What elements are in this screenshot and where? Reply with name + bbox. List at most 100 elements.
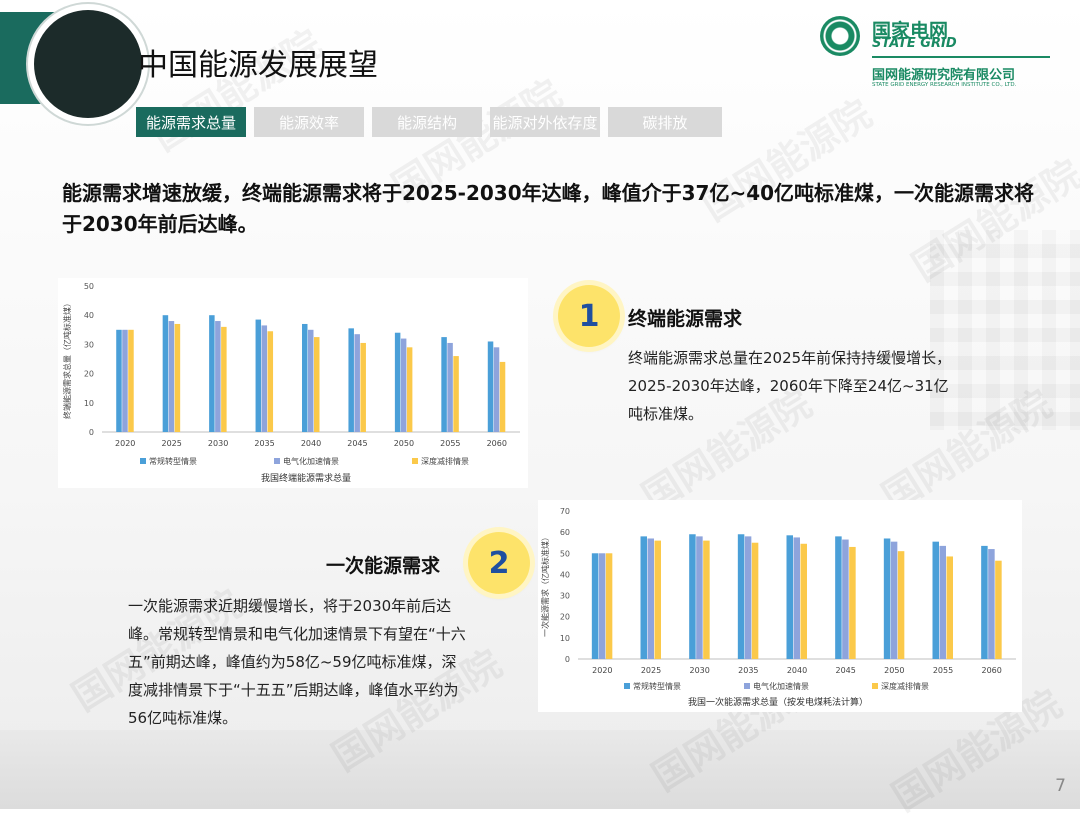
legend-swatch <box>274 458 280 464</box>
x-tick-label: 2060 <box>981 666 1001 675</box>
bar <box>737 534 745 659</box>
bar <box>302 323 308 432</box>
tab-import-dependence[interactable]: 能源对外依存度 <box>490 107 600 137</box>
x-tick-label: 2035 <box>254 439 274 448</box>
bar <box>890 541 898 659</box>
bar <box>939 545 946 659</box>
section-number-badge: 1 <box>558 285 620 347</box>
legend-swatch <box>624 683 630 689</box>
chart-title: 我国一次能源需求总量（按发电煤耗法计算） <box>688 696 868 708</box>
x-tick-label: 2050 <box>884 666 904 675</box>
bar <box>255 319 262 432</box>
bar <box>441 337 447 432</box>
bar <box>168 321 175 432</box>
x-tick-label: 2060 <box>487 439 507 448</box>
x-tick-label: 2045 <box>347 439 367 448</box>
bar <box>267 331 274 432</box>
headline: 能源需求增速放缓，终端能源需求将于2025-2030年达峰，峰值介于37亿~40… <box>62 181 1035 236</box>
y-tick-label: 40 <box>84 311 94 320</box>
bar <box>793 537 800 659</box>
bar <box>209 315 215 432</box>
bar <box>122 329 128 432</box>
x-tick-label: 2055 <box>440 439 460 448</box>
bar <box>215 321 221 432</box>
logo-institute-en: STATE GRID ENERGY RESEARCH INSTITUTE CO.… <box>872 82 1017 88</box>
tab-carbon-emission[interactable]: 碳排放 <box>608 107 722 137</box>
y-tick-label: 50 <box>560 549 570 558</box>
bar <box>261 325 268 432</box>
logo-institute-cn: 国网能源研究院有限公司 <box>872 68 1016 83</box>
bar <box>988 549 995 659</box>
x-tick-label: 2030 <box>208 439 228 448</box>
tab-energy-demand-total[interactable]: 能源需求总量 <box>136 107 246 137</box>
logo-name-cn: 国家电网 <box>872 20 949 42</box>
legend-label: 常规转型情景 <box>149 456 197 466</box>
state-grid-emblem-icon <box>820 16 860 56</box>
bar <box>116 329 122 432</box>
bar <box>842 539 849 659</box>
y-tick-label: 50 <box>84 282 94 291</box>
y-tick-label: 30 <box>560 592 570 601</box>
legend-label: 电气化加速情景 <box>283 456 339 466</box>
legend-swatch <box>872 683 878 689</box>
x-tick-label: 2050 <box>394 439 414 448</box>
x-tick-label: 2025 <box>161 439 181 448</box>
legend-label: 电气化加速情景 <box>753 681 809 691</box>
bar <box>689 534 696 659</box>
bar <box>849 546 856 659</box>
bar <box>744 536 752 659</box>
bar <box>591 553 599 659</box>
bar <box>487 341 494 432</box>
bar <box>640 536 647 659</box>
bar <box>703 540 710 659</box>
x-tick-label: 2055 <box>933 666 953 675</box>
x-tick-label: 2045 <box>835 666 855 675</box>
y-axis-label: 一次能源需求（亿吨标准煤） <box>540 533 550 637</box>
header-circle-decoration <box>28 4 148 124</box>
bar <box>946 556 953 659</box>
bar <box>696 536 703 659</box>
tab-energy-structure[interactable]: 能源结构 <box>372 107 482 137</box>
background-grid-decoration <box>930 230 1080 430</box>
bar <box>360 342 366 432</box>
chart-final-energy-demand: 0 10 20 30 40 50 终端能源需求总量（亿吨标准煤） 2020 2025 2030 20… <box>58 278 528 488</box>
y-tick-label: 20 <box>560 613 570 622</box>
x-tick-label: 2040 <box>787 666 807 675</box>
legend-swatch <box>412 458 418 464</box>
bar <box>932 541 939 659</box>
x-tick-label: 2030 <box>689 666 709 675</box>
legend-swatch <box>140 458 146 464</box>
bar <box>174 323 181 432</box>
state-grid-logo: 国家电网 STATE GRID 国网能源研究院有限公司 STATE GRID E… <box>820 14 1060 94</box>
bar <box>499 361 506 432</box>
legend-label: 深度减排情景 <box>881 681 929 691</box>
bar <box>751 542 759 659</box>
bar <box>786 535 793 659</box>
y-tick-label: 40 <box>560 570 570 579</box>
y-tick-label: 0 <box>565 655 570 664</box>
bar <box>897 551 905 659</box>
x-tick-label: 2035 <box>738 666 758 675</box>
legend-swatch <box>744 683 750 689</box>
bar <box>162 315 169 432</box>
chart-title: 我国终端能源需求总量 <box>261 472 351 484</box>
x-tick-label: 2020 <box>592 666 612 675</box>
bar <box>308 329 314 432</box>
logo-name-en: STATE GRID <box>872 36 957 51</box>
bar <box>394 332 401 432</box>
legend-label: 常规转型情景 <box>633 681 681 691</box>
y-tick-label: 10 <box>560 634 570 643</box>
y-tick-label: 10 <box>84 399 94 408</box>
y-axis-label: 终端能源需求总量（亿吨标准煤） <box>62 299 72 419</box>
bar <box>995 560 1002 659</box>
bottom-band <box>0 730 1080 809</box>
bar <box>314 337 320 432</box>
section1-text: 终端能源需求总量在2025年前保持持缓慢增长，2025-2030年达峰，2060… <box>628 349 952 423</box>
bar <box>453 356 459 432</box>
bar <box>605 553 613 659</box>
bar <box>406 347 413 432</box>
bar <box>493 347 500 432</box>
tab-energy-efficiency[interactable]: 能源效率 <box>254 107 364 137</box>
